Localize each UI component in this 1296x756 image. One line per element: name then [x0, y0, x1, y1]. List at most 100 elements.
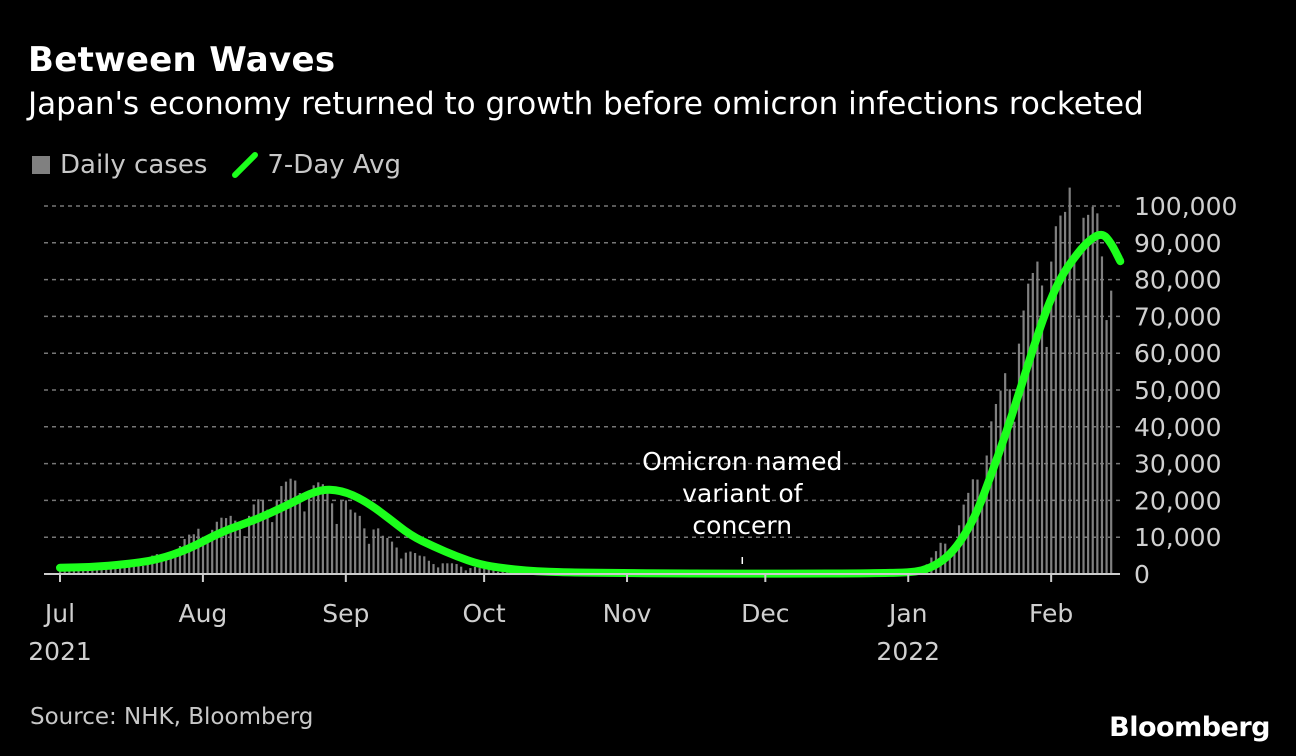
bar: [487, 569, 490, 574]
bar: [335, 523, 338, 574]
bar: [183, 539, 186, 574]
bar: [141, 565, 145, 574]
bar: [234, 520, 237, 574]
annotation-text: variant of: [682, 479, 804, 508]
bar: [1022, 310, 1025, 574]
legend-label-7-day-avg: 7-Day Avg: [267, 150, 402, 180]
y-tick-label: 90,000: [1134, 229, 1221, 258]
bar: [492, 570, 495, 574]
bar: [981, 498, 984, 574]
bar: [354, 512, 357, 574]
y-tick-label: 100,000: [1134, 192, 1237, 221]
x-tick-label: Jan: [887, 599, 928, 628]
bar: [994, 403, 998, 574]
bar: [1036, 261, 1039, 574]
bar: [188, 534, 191, 574]
bar: [1110, 290, 1113, 574]
legend-swatch-bar: [32, 156, 50, 174]
bar: [307, 494, 311, 574]
bar: [395, 547, 398, 574]
bar: [289, 478, 292, 574]
bar: [483, 568, 486, 574]
bar: [1091, 206, 1094, 574]
bar: [321, 484, 324, 574]
chart-subtitle: Japan's economy returned to growth befor…: [28, 86, 1144, 122]
bar: [990, 421, 993, 574]
bar: [418, 555, 421, 574]
x-tick-year-label: 2021: [28, 637, 92, 666]
bar: [298, 493, 301, 574]
bar: [206, 543, 209, 574]
bar: [137, 563, 140, 574]
x-tick-label: Feb: [1029, 599, 1073, 628]
bar: [340, 500, 343, 574]
annotation-omicron: Omicron named variant of concern: [642, 447, 842, 564]
y-axis-labels: 0 10,000 20,000 30,000 40,000 50,000 60,000 70,…: [1134, 192, 1237, 589]
bar: [381, 535, 384, 574]
line-7-day-avg: [56, 230, 1125, 578]
bar: [155, 554, 159, 574]
bar: [455, 564, 458, 574]
bar: [197, 528, 200, 574]
bar: [215, 521, 218, 574]
bar: [496, 571, 500, 574]
bar: [450, 563, 454, 574]
y-tick-label: 40,000: [1134, 413, 1221, 442]
bar: [280, 486, 283, 574]
bar: [294, 480, 297, 574]
bar: [432, 564, 435, 574]
legend-label-daily-cases: Daily cases: [60, 150, 208, 180]
bar: [400, 558, 403, 574]
bar: [423, 556, 426, 574]
y-tick-label: 10,000: [1134, 523, 1221, 552]
bar: [1063, 211, 1067, 574]
y-tick-label: 20,000: [1134, 486, 1221, 515]
bar: [409, 551, 412, 574]
bar: [957, 525, 961, 574]
source-note: Source: NHK, Bloomberg: [30, 704, 314, 730]
bar: [229, 515, 232, 574]
y-tick-label: 80,000: [1134, 266, 1221, 295]
bar: [105, 567, 108, 574]
x-tick-label: Dec: [741, 599, 789, 628]
bar: [109, 568, 112, 574]
bar: [948, 550, 951, 574]
bar: [501, 570, 504, 574]
bar: [427, 560, 430, 574]
bar: [390, 541, 394, 574]
bar: [1013, 421, 1016, 574]
x-tick-label: Sep: [322, 599, 369, 628]
bar: [469, 568, 472, 574]
bar: [1017, 343, 1021, 574]
bar: [473, 567, 477, 574]
bar: [238, 529, 241, 574]
bar: [358, 515, 361, 574]
bar: [999, 390, 1002, 574]
y-tick-label: 70,000: [1134, 302, 1221, 331]
bar: [275, 500, 278, 574]
bar: [114, 565, 117, 574]
bar: [1059, 215, 1062, 574]
bar: [330, 503, 334, 574]
bar: [386, 537, 389, 574]
bar: [1073, 256, 1076, 574]
bar: [303, 511, 306, 574]
bar: [312, 485, 315, 574]
x-axis-labels: Jul 2021 Aug Sep Oct Nov Dec Jan 2022 Feb: [28, 574, 1073, 666]
bar: [1004, 373, 1007, 574]
bar: [160, 558, 163, 574]
bar: [1054, 226, 1057, 575]
bar: [261, 500, 265, 574]
bar: [1040, 285, 1044, 574]
bar: [243, 536, 246, 574]
x-tick-label: Aug: [178, 599, 227, 628]
x-tick-label: Oct: [463, 599, 506, 628]
bar: [224, 518, 228, 574]
bar: [151, 555, 154, 574]
y-tick-label: 30,000: [1134, 450, 1221, 479]
bar: [976, 479, 979, 574]
bar: [349, 509, 352, 574]
x-tick-label: Jul: [43, 599, 75, 628]
bar: [169, 556, 172, 574]
